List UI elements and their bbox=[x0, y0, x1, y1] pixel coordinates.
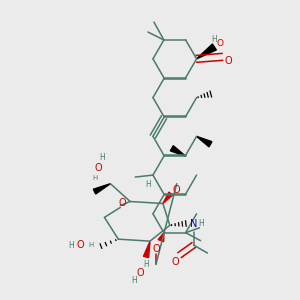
Polygon shape bbox=[170, 146, 186, 156]
Text: H: H bbox=[199, 219, 204, 228]
Text: O: O bbox=[217, 38, 224, 47]
Polygon shape bbox=[196, 136, 212, 147]
Text: O: O bbox=[95, 163, 102, 173]
Text: O: O bbox=[173, 184, 181, 195]
Text: O: O bbox=[136, 268, 144, 278]
Polygon shape bbox=[143, 241, 150, 258]
Text: H: H bbox=[100, 153, 105, 162]
Text: H: H bbox=[92, 175, 97, 181]
Text: H: H bbox=[131, 276, 137, 285]
Text: O: O bbox=[118, 199, 126, 208]
Text: O: O bbox=[172, 257, 180, 267]
Polygon shape bbox=[93, 184, 110, 194]
Polygon shape bbox=[196, 44, 216, 59]
Text: H: H bbox=[88, 242, 93, 248]
Text: N: N bbox=[190, 219, 197, 229]
Text: H: H bbox=[68, 241, 74, 250]
Polygon shape bbox=[163, 192, 173, 203]
Text: H: H bbox=[143, 260, 149, 269]
Text: O: O bbox=[224, 56, 232, 66]
Polygon shape bbox=[158, 233, 164, 242]
Text: H: H bbox=[145, 181, 151, 190]
Text: H: H bbox=[212, 34, 217, 43]
Text: O: O bbox=[77, 240, 85, 250]
Text: O: O bbox=[152, 244, 160, 254]
